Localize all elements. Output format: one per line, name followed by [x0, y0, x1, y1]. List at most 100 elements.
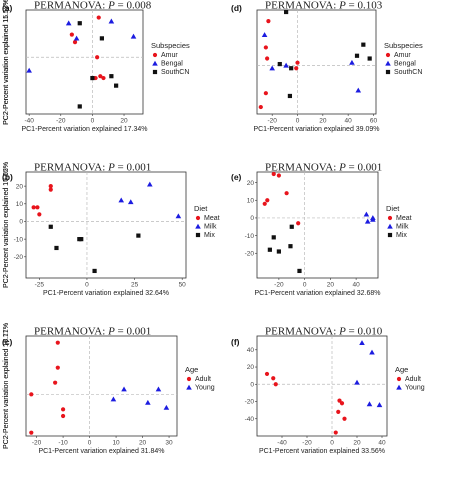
- data-point-meat: [296, 221, 301, 226]
- data-point-bengal: [283, 62, 289, 68]
- plot-frame: [25, 9, 144, 115]
- panel-title: PERMANOVA: P = 0.010: [265, 326, 383, 338]
- data-point-adult: [55, 340, 60, 345]
- series-milk: [363, 211, 376, 224]
- data-point-amur: [263, 45, 268, 50]
- data-point-bengal: [269, 65, 275, 71]
- data-point-young: [366, 401, 373, 407]
- data-point-mix: [267, 247, 272, 252]
- series-adult: [29, 340, 66, 435]
- legend-item-label: Milk: [396, 224, 409, 231]
- legend-marker-amur: [385, 52, 391, 58]
- y-tick-label: 10: [247, 197, 255, 204]
- legend-marker-meat: [195, 215, 201, 221]
- data-point-milk: [127, 199, 134, 205]
- plot-frame: [256, 335, 388, 437]
- data-point-meat: [31, 205, 36, 210]
- legend-title: Subspecies: [384, 41, 423, 50]
- x-tick-label: -10: [58, 440, 68, 447]
- legend-marker-adult: [186, 376, 192, 382]
- data-point-meat: [37, 212, 42, 217]
- series-amur: [258, 18, 300, 110]
- plot-frame: [256, 171, 379, 279]
- data-point-amur: [258, 104, 263, 110]
- data-point-mix: [271, 235, 276, 240]
- x-tick-label: 40: [352, 282, 360, 289]
- panel-title: PERMANOVA: P = 0.103: [265, 0, 383, 12]
- data-point-adult: [333, 430, 338, 435]
- data-point-southcn: [367, 56, 372, 61]
- legend-item-label: Meat: [204, 215, 220, 222]
- y-tick-label: 0: [250, 381, 254, 388]
- data-point-young: [369, 349, 375, 355]
- series-southcn: [277, 9, 372, 99]
- data-point-southcn: [277, 61, 282, 67]
- y-tick-label: -10: [14, 236, 24, 243]
- y-tick-label: -10: [245, 233, 255, 240]
- x-tick-label: 60: [370, 118, 378, 125]
- x-axis-label: PC1-Percent variation explained 33.56%: [259, 448, 385, 455]
- legend-item-label: Mix: [396, 232, 407, 239]
- data-point-adult: [29, 392, 34, 397]
- series-southcn: [77, 21, 119, 109]
- data-point-adult: [29, 430, 34, 435]
- x-tick-label: -20: [267, 118, 277, 125]
- y-tick-label: 10: [16, 201, 24, 208]
- data-point-adult: [271, 376, 276, 381]
- legend-marker-adult: [396, 376, 402, 382]
- legend-item-label: Mix: [204, 232, 215, 239]
- x-axis-label: PC1-Percent variation explained 31.84%: [38, 448, 164, 455]
- data-point-bengal: [73, 35, 80, 41]
- x-tick-label: 0: [296, 118, 300, 125]
- legend-marker-southcn: [152, 69, 158, 75]
- x-tick-label: 20: [139, 440, 147, 447]
- data-point-bengal: [261, 32, 268, 38]
- data-point-young: [359, 340, 365, 345]
- y-axis-label: PC2-Percent variation explained 11.57%: [3, 0, 10, 125]
- series-bengal: [26, 18, 137, 73]
- y-tick-label: 0: [19, 219, 23, 226]
- legend-item-label: Bengal: [394, 61, 416, 68]
- x-tick-label: 50: [179, 282, 187, 289]
- data-point-adult: [273, 382, 278, 387]
- x-tick-label: 20: [353, 440, 361, 447]
- data-point-bengal: [355, 87, 362, 93]
- data-point-young: [110, 396, 117, 402]
- plot-frame: [25, 335, 178, 437]
- legend-item-label: Meat: [396, 215, 412, 222]
- x-tick-label: 25: [131, 282, 139, 289]
- x-tick-label: 0: [88, 440, 92, 447]
- data-point-amur: [98, 74, 103, 79]
- data-point-meat: [284, 191, 289, 196]
- legend-item-label: Young: [405, 385, 425, 392]
- y-tick-label: 20: [247, 364, 255, 371]
- series-milk: [118, 181, 182, 219]
- x-tick-label: -20: [274, 282, 284, 289]
- data-point-amur: [263, 91, 268, 96]
- data-point-milk: [118, 197, 125, 203]
- data-point-amur: [93, 75, 98, 81]
- panel-b: (b) PERMANOVA: P = 0.001 -25 0 25 50 -20 -10 0 10…: [2, 162, 220, 298]
- data-point-bengal: [65, 20, 72, 26]
- data-point-meat: [48, 187, 53, 192]
- y-axis-label: PC2-Percent variation explained 15.71%: [3, 323, 10, 449]
- data-point-adult: [342, 416, 347, 421]
- y-tick-label: -20: [245, 250, 255, 257]
- data-point-bengal: [108, 18, 115, 24]
- x-tick-label: 0: [303, 282, 307, 289]
- x-tick-label: -20: [56, 118, 66, 125]
- data-point-amur: [72, 40, 78, 45]
- data-point-southcn: [284, 9, 289, 15]
- x-tick-label: -25: [35, 282, 45, 289]
- series-meat: [262, 171, 301, 226]
- legend: Age Adult Young: [185, 365, 215, 392]
- y-axis-label: PC2-Percent variation explained 17.52%: [3, 162, 10, 288]
- series-mix: [267, 224, 302, 274]
- data-point-southcn: [99, 36, 104, 41]
- data-point-adult: [53, 380, 58, 385]
- data-point-adult: [337, 398, 342, 403]
- data-point-adult: [339, 401, 345, 406]
- x-tick-label: 40: [345, 118, 353, 125]
- panel-title: PERMANOVA: P = 0.001: [34, 162, 151, 174]
